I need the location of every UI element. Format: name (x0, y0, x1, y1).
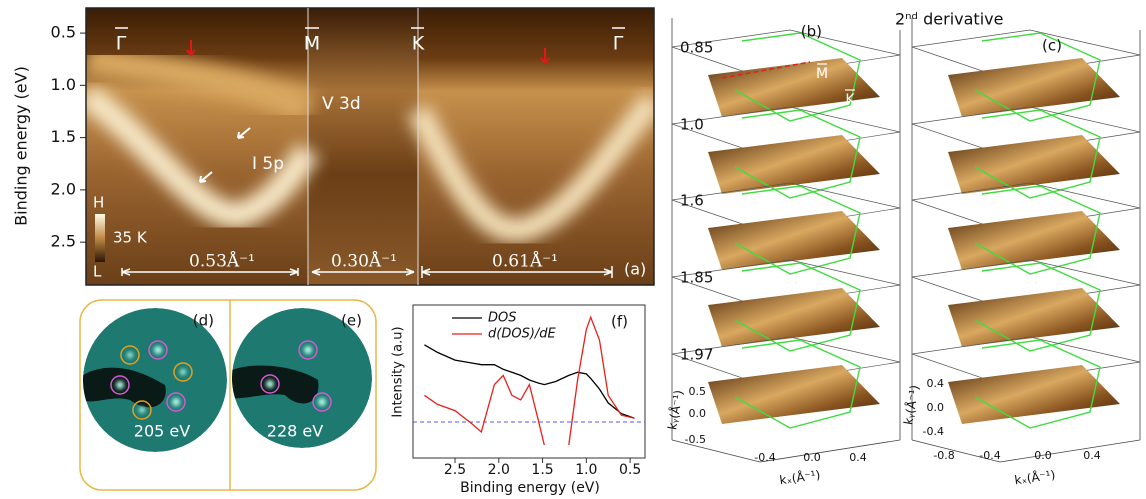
y-axis-label: Intensity (a.u) (391, 326, 406, 417)
panel-label: (a) (624, 260, 646, 279)
kx-tick-label: -0.4 (979, 449, 1000, 462)
colorbar-low: L (93, 263, 102, 281)
ky-tick-label: 0.4 (927, 377, 945, 390)
ky-tick-label: -0.5 (685, 433, 706, 446)
energy-label: 1.97 (680, 346, 713, 364)
colorbar-high: H (93, 194, 104, 212)
ky-tick-label: 0.0 (927, 401, 945, 414)
map-mid (308, 8, 418, 285)
y-ticks: 0.5 1.0 1.5 2.0 2.5 (51, 23, 86, 251)
panel-label: (b) (801, 23, 822, 41)
panel-title: 2ⁿᵈ derivative (895, 10, 1003, 29)
annotation: I 5p (252, 154, 284, 174)
kx-tick-label: -0.8 (933, 449, 954, 462)
energy-label: 0.85 (680, 39, 713, 57)
energy: 205 eV (134, 422, 190, 441)
distance: 0.30Å⁻¹ (331, 251, 397, 272)
kx-tick-label: 0.4 (849, 451, 867, 464)
y-tick-label: 1.5 (51, 127, 76, 146)
ky-label: kᵧ(Å⁻¹) (900, 384, 922, 426)
energy-label: 1.0 (680, 116, 704, 134)
series-line (424, 345, 634, 418)
panel-label: (f) (611, 313, 628, 331)
y-tick-label: 1.0 (51, 75, 76, 94)
kx-label: kₓ(Å⁻¹) (779, 467, 822, 488)
page: { "panel_a": { "label": "(a)", "y_axis_l… (0, 0, 1146, 499)
symmetry-point: M (304, 33, 320, 55)
y-tick-label: 2.0 (51, 179, 76, 198)
x-tick-label: 2.5 (444, 462, 466, 478)
energy: 228 eV (267, 422, 323, 441)
x-tick-label: 0.5 (619, 462, 641, 478)
symmetry-point: Γ (785, 49, 793, 65)
energy-label: 1.6 (680, 192, 704, 210)
symmetry-point: K (845, 92, 855, 108)
y-tick-label: 0.5 (51, 23, 76, 42)
distance: 0.61Å⁻¹ (492, 251, 558, 272)
kx-tick-label: -0.4 (754, 451, 775, 464)
x-axis-label: Binding energy (eV) (460, 480, 600, 496)
kx-tick-label: 0.0 (803, 451, 821, 464)
symmetry-point: M (816, 66, 828, 82)
legend-label: DOS (488, 311, 517, 326)
x-tick-label: 2.0 (488, 462, 510, 478)
symmetry-point: Γ (613, 33, 624, 55)
x-tick-label: 1.5 (531, 462, 553, 478)
arpes-map (86, 8, 654, 285)
symmetry-point: Γ (116, 33, 127, 55)
distance: 0.53Å⁻¹ (189, 251, 255, 272)
ky-tick-label: 0.0 (689, 407, 707, 420)
colorbar (95, 214, 105, 262)
energy-label: 1.85 (680, 269, 713, 287)
x-tick-label: 1.0 (575, 462, 597, 478)
symmetry-point: K (412, 33, 425, 55)
y-tick-label: 2.5 (51, 232, 76, 251)
ky-tick-label: -0.4 (923, 425, 944, 438)
figure: Γ M K Γ V 3d I 5p H 35 K L 0.53Å⁻¹ 0.30Å… (0, 0, 1146, 499)
y-axis-label: Binding energy (eV) (12, 66, 31, 226)
panel-label: (d) (193, 312, 214, 330)
kx-tick-label: 0.4 (1083, 449, 1101, 462)
body: Γ M K Γ V 3d I 5p H 35 K L 0.53Å⁻¹ 0.30Å… (0, 0, 1146, 499)
kx-label: kₓ(Å⁻¹) (1014, 467, 1057, 488)
annotation: V 3d (322, 94, 361, 114)
panel-label: (e) (341, 312, 362, 330)
ky-tick-label: 0.5 (689, 385, 707, 398)
panel-label: (c) (1042, 37, 1062, 55)
kx-tick-label: 0.0 (1034, 449, 1052, 462)
ky-label: kᵧ(Å⁻¹) (664, 389, 686, 431)
legend-label: d(DOS)/dE (488, 327, 557, 342)
colorbar-temp: 35 K (113, 229, 148, 247)
